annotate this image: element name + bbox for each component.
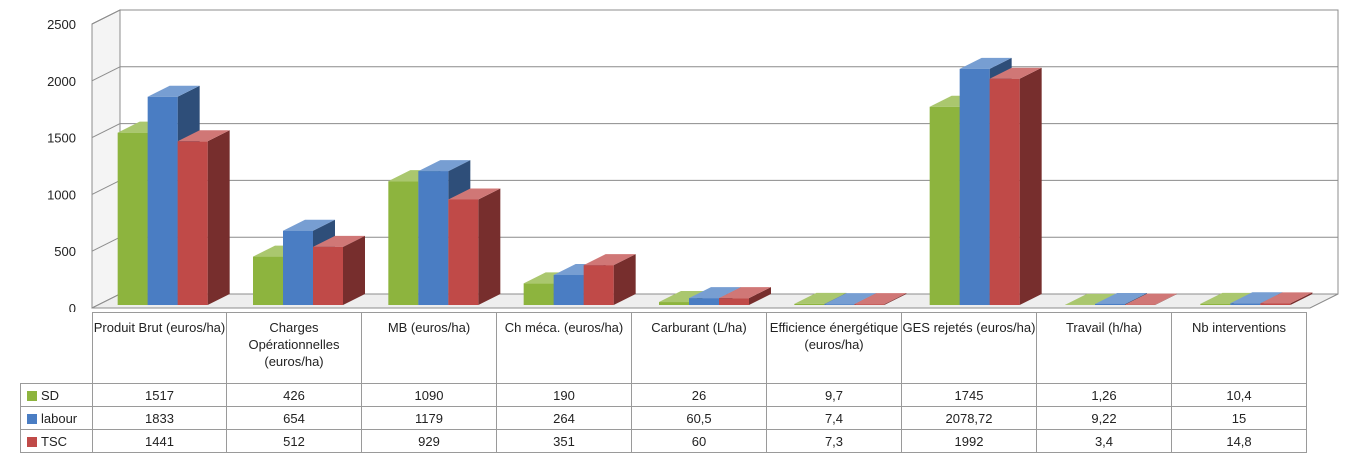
data-label: 60,5: [631, 406, 767, 430]
data-label: 1090: [361, 383, 497, 407]
data-label: 264: [496, 406, 632, 430]
legend-swatch: [27, 390, 37, 401]
series-row: TSC 1441 512 929 351 60 7,3 1992 3,4 14,8: [20, 429, 1307, 453]
data-label: 1517: [92, 383, 227, 407]
gridline-side: [91, 66, 121, 82]
data-label: 2078,72: [901, 406, 1037, 430]
y-tick-label: 0: [69, 301, 76, 312]
data-label: 1833: [92, 406, 227, 430]
data-label: 351: [496, 429, 632, 453]
data-label: 14,8: [1171, 429, 1307, 453]
gridline-side: [91, 236, 121, 252]
category-header-row: Produit Brut (euros/ha) Charges Opératio…: [21, 312, 1307, 384]
category-label: MB (euros/ha): [361, 312, 497, 384]
data-label: 7,4: [766, 406, 902, 430]
series-row: labour 1833 654 1179 264 60,5 7,4 2078,72 9,22 15: [20, 406, 1307, 430]
bar-chart-3d: 0 500 1000 1500 2000 2500: [47, 9, 1339, 312]
y-tick-label: 1000: [47, 187, 76, 202]
legend-swatch: [27, 413, 37, 424]
data-label: 929: [361, 429, 497, 453]
category-label: Nb interventions: [1171, 312, 1307, 384]
legend-entry: SD: [20, 383, 93, 407]
category-label: Efficience énergétique (euros/ha): [766, 312, 902, 384]
data-label: 1745: [901, 383, 1037, 407]
bar: [989, 67, 1042, 305]
category-label: Travail (h/ha): [1036, 312, 1172, 384]
category-label: Produit Brut (euros/ha): [92, 312, 227, 384]
y-tick-label: 1500: [47, 131, 76, 146]
data-label: 9,7: [766, 383, 902, 407]
legend-entry: labour: [20, 406, 93, 430]
data-label: 1,26: [1036, 383, 1172, 407]
data-table: Produit Brut (euros/ha) Charges Opératio…: [20, 312, 1307, 453]
data-label: 10,4: [1171, 383, 1307, 407]
series-name: TSC: [41, 433, 67, 449]
data-label: 60: [631, 429, 767, 453]
bar: [854, 293, 907, 305]
bar: [177, 130, 230, 305]
data-label: 512: [226, 429, 362, 453]
bar: [583, 254, 636, 305]
bar: [1260, 292, 1313, 305]
bar: [719, 287, 771, 305]
data-label: 190: [496, 383, 632, 407]
category-label: GES rejetés (euros/ha): [901, 312, 1037, 384]
bar: [448, 188, 501, 305]
y-tick-label: 2000: [47, 74, 76, 89]
data-label: 426: [226, 383, 362, 407]
side-wall: [91, 9, 121, 309]
data-label: 1441: [92, 429, 227, 453]
gridline-side: [91, 123, 121, 139]
bar: [1125, 293, 1177, 305]
data-label: 1992: [901, 429, 1037, 453]
data-label: 3,4: [1036, 429, 1172, 453]
legend-swatch: [27, 436, 37, 447]
category-label: Ch méca. (euros/ha): [496, 312, 632, 384]
y-tick-label: 2500: [47, 17, 76, 32]
data-label: 15: [1171, 406, 1307, 430]
data-label: 654: [226, 406, 362, 430]
bar: [313, 235, 365, 305]
gridline-side: [91, 9, 121, 25]
gridline-side: [91, 179, 121, 195]
table-corner: [21, 313, 93, 384]
legend-entry: TSC: [20, 429, 93, 453]
category-label: Carburant (L/ha): [631, 312, 767, 384]
data-label: 1179: [361, 406, 497, 430]
data-label: 9,22: [1036, 406, 1172, 430]
series-row: SD 1517 426 1090 190 26 9,7 1745 1,26 10,4: [20, 383, 1307, 407]
series-name: SD: [41, 387, 60, 403]
data-label: 7,3: [766, 429, 902, 453]
series-name: labour: [41, 410, 78, 426]
data-label: 26: [631, 383, 767, 407]
category-label: Charges Opérationnelles (euros/ha): [226, 312, 362, 384]
y-tick-label: 500: [54, 244, 76, 259]
